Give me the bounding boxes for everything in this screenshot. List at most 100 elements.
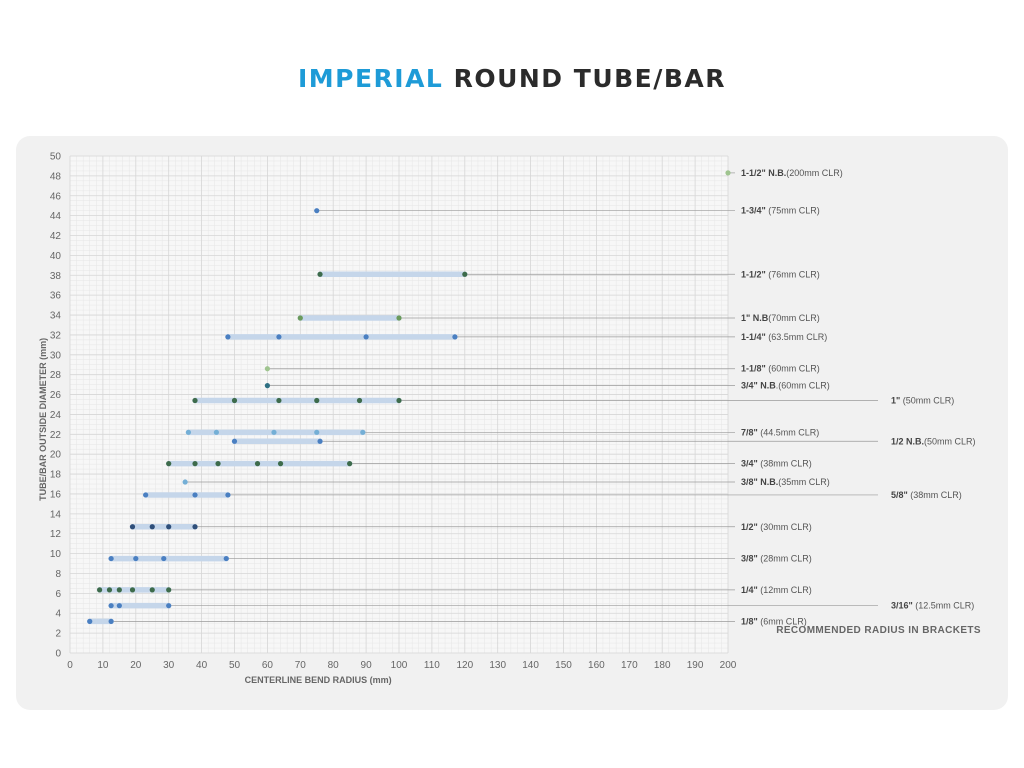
data-point <box>356 397 363 404</box>
footnote: RECOMMENDED RADIUS IN BRACKETS <box>776 625 981 636</box>
series-label: 1" (50mm CLR) <box>891 396 954 406</box>
data-point <box>108 555 114 562</box>
series-label: 1/8" (6mm CLR) <box>741 616 807 626</box>
data-point <box>225 334 231 340</box>
bend-radius-chart: 0 10 20 30 40 50 60 70 80 90 100 110 120 130 140 150 160… <box>38 152 976 686</box>
x-tick-label: 120 <box>456 660 473 671</box>
series-label: 3/8" N.B.(35mm CLR) <box>741 477 830 487</box>
x-tick-label: 60 <box>262 660 274 671</box>
series-label-radius: (76mm CLR) <box>766 269 820 279</box>
y-tick-label: 42 <box>50 231 62 242</box>
data-point <box>462 271 468 277</box>
data-point <box>276 397 282 404</box>
data-point <box>97 587 103 593</box>
series-label-size: 1/2" <box>741 522 758 532</box>
series-label: 1-1/2" (76mm CLR) <box>741 269 820 279</box>
data-point <box>166 524 172 530</box>
series-row: 3/8" N.B.(35mm CLR) <box>182 477 830 487</box>
data-point <box>192 524 198 530</box>
series-row: 1-1/8" (60mm CLR) <box>264 364 820 374</box>
data-point <box>264 366 270 372</box>
y-tick-label: 30 <box>50 350 62 361</box>
series-label-size: 1/2 N.B. <box>891 436 924 446</box>
series-row: 1-1/2" (76mm CLR) <box>317 269 820 279</box>
x-tick-label: 130 <box>489 660 506 671</box>
series-label-size: 1-1/2" N.B. <box>741 168 786 178</box>
series-label-radius: (30mm CLR) <box>758 522 812 532</box>
data-point <box>149 587 155 593</box>
series-label-size: 1-1/8" <box>741 364 766 374</box>
series-label-radius: (35mm CLR) <box>778 477 830 487</box>
series-label-size: 1-3/4" <box>741 206 766 216</box>
y-tick-label: 18 <box>50 470 62 481</box>
data-point <box>182 479 188 485</box>
x-tick-label: 140 <box>522 660 539 671</box>
x-tick-label: 200 <box>720 660 737 671</box>
major-grid <box>69 155 729 654</box>
data-point <box>317 271 323 277</box>
data-point <box>314 397 320 404</box>
series-row: 7/8" (44.5mm CLR) <box>185 427 819 437</box>
series-label: 3/8" (28mm CLR) <box>741 554 812 564</box>
data-point <box>108 618 114 624</box>
data-point <box>277 461 284 467</box>
series-label-size: 1/8" <box>741 616 758 626</box>
data-point <box>133 555 139 562</box>
y-axis-label: TUBE/BAR OUTSIDE DIAMETER (mm) <box>38 338 48 501</box>
data-point <box>116 587 122 593</box>
series-label-radius: .(60mm CLR) <box>776 381 830 391</box>
title-rest: ROUND TUBE/BAR <box>443 64 727 93</box>
data-point <box>452 334 458 340</box>
series-label-radius: (12mm CLR) <box>758 585 812 595</box>
x-tick-label: 10 <box>97 660 109 671</box>
data-point <box>116 603 122 609</box>
data-point <box>271 429 277 435</box>
series-label-radius: (50mm CLR) <box>900 396 954 406</box>
x-tick-label: 180 <box>654 660 671 671</box>
y-tick-label: 48 <box>50 171 62 182</box>
series-label-size: 1/4" <box>741 585 758 595</box>
x-tick-label: 150 <box>555 660 572 671</box>
x-tick-label: 40 <box>196 660 208 671</box>
data-point <box>166 587 172 593</box>
series-label-radius: (28mm CLR) <box>758 554 812 564</box>
series-label: 7/8" (44.5mm CLR) <box>741 427 819 437</box>
series-label-radius: (12.5mm CLR) <box>913 601 975 611</box>
x-tick-label: 20 <box>130 660 142 671</box>
data-point <box>314 429 320 435</box>
y-tick-label: 40 <box>50 251 62 262</box>
series-label: 1/2" (30mm CLR) <box>741 522 812 532</box>
series-label: 1-3/4" (75mm CLR) <box>741 206 820 216</box>
series-label-size: 1" <box>891 396 900 406</box>
x-tick-label: 100 <box>391 660 408 671</box>
y-tick-label: 4 <box>55 609 61 620</box>
series-label-size: 1" N.B <box>741 313 769 323</box>
data-point <box>725 170 731 176</box>
data-point <box>225 492 231 498</box>
series-row: 1" (50mm CLR) <box>192 396 954 406</box>
series-label-size: 3/8" N.B. <box>741 477 778 487</box>
x-tick-label: 50 <box>229 660 241 671</box>
series-label: 1-1/4" (63.5mm CLR) <box>741 332 827 342</box>
series-row: 3/4" N.B.(60mm CLR) <box>264 381 830 391</box>
y-tick-label: 12 <box>50 529 62 540</box>
data-point <box>276 334 282 340</box>
x-tick-label: 170 <box>621 660 638 671</box>
y-tick-label: 32 <box>50 330 62 341</box>
series-label: 1/2 N.B.(50mm CLR) <box>891 436 976 446</box>
series-label-radius: (44.5mm CLR) <box>758 427 820 437</box>
x-axis-label: CENTERLINE BEND RADIUS (mm) <box>245 675 392 685</box>
data-point <box>317 438 323 444</box>
data-point <box>213 429 220 435</box>
data-point <box>87 618 93 624</box>
data-point <box>347 461 353 467</box>
chart-panel: 0 10 20 30 40 50 60 70 80 90 100 110 120 130 140 150 160… <box>16 136 1008 710</box>
series-row: 1/2" (30mm CLR) <box>129 522 812 532</box>
series-label-size: 5/8" <box>891 490 908 500</box>
y-tick-label: 34 <box>50 311 62 322</box>
series-label-radius: (6mm CLR) <box>758 616 807 626</box>
series-label-radius: (70mm CLR) <box>768 313 820 323</box>
y-tick-label: 16 <box>50 489 62 500</box>
x-tick-label: 110 <box>424 660 440 671</box>
series-label-size: 3/16" <box>891 601 913 611</box>
